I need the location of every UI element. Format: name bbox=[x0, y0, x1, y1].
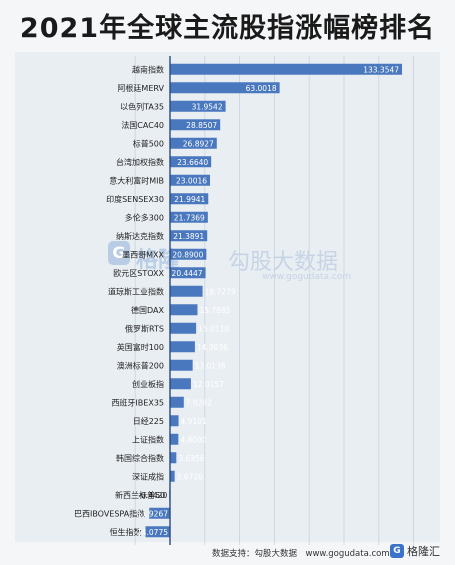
category-label: 创业板指 bbox=[132, 379, 164, 389]
category-label: 意大利富时MIB bbox=[109, 175, 164, 185]
value-label: -14.0775 bbox=[134, 528, 168, 537]
category-label: 日经225 bbox=[133, 416, 164, 426]
bar bbox=[170, 193, 209, 205]
value-label: 20.8900 bbox=[172, 250, 203, 259]
category-label: 印度SENSEX30 bbox=[106, 194, 164, 204]
category-label: 法国CAC40 bbox=[121, 120, 164, 130]
value-label: 23.0016 bbox=[176, 176, 207, 185]
category-label: 纳斯达克指数 bbox=[116, 231, 164, 241]
page-title: 2021年全球主流股指涨幅榜排名 bbox=[19, 13, 436, 44]
bar bbox=[170, 396, 184, 408]
value-label: 18.7279 bbox=[205, 287, 236, 296]
category-label: 韩国综合指数 bbox=[116, 453, 164, 463]
value-label: 15.7885 bbox=[199, 306, 230, 315]
category-label: 俄罗斯RTS bbox=[125, 323, 164, 333]
value-label: 31.9542 bbox=[192, 102, 223, 111]
value-label: 3.6356 bbox=[178, 454, 204, 463]
footer-brand-label: 格隆汇 bbox=[407, 545, 440, 558]
bar bbox=[170, 82, 280, 94]
value-label: 4.8000 bbox=[180, 435, 206, 444]
category-label: 新西兰标普50 bbox=[115, 490, 165, 500]
bar bbox=[170, 119, 221, 131]
value-label: 63.0018 bbox=[246, 84, 277, 93]
value-label: 28.8507 bbox=[186, 121, 217, 130]
category-label: 多伦多300 bbox=[125, 212, 164, 222]
category-label: 以色列TA35 bbox=[120, 101, 164, 111]
bar bbox=[170, 433, 179, 445]
value-label: -0.4420 bbox=[138, 491, 167, 500]
bar bbox=[170, 137, 217, 149]
bar bbox=[170, 230, 208, 242]
value-label: 12.0157 bbox=[193, 380, 224, 389]
brand-logo-icon: G bbox=[390, 544, 404, 558]
bar bbox=[170, 341, 195, 353]
value-label: 20.4447 bbox=[172, 269, 203, 278]
category-label: 欧元区STOXX bbox=[113, 268, 164, 278]
value-label: 14.3036 bbox=[197, 343, 228, 352]
bar bbox=[170, 211, 208, 223]
category-label: 巴西IBOVESPA指数 bbox=[74, 508, 145, 518]
category-label: 道琼斯工业指数 bbox=[108, 286, 164, 296]
category-label: 英国富时100 bbox=[117, 342, 164, 352]
value-labels: 133.3547 63.0018 31.9542 28.8507 26.8927 23.6… bbox=[134, 65, 399, 537]
bar bbox=[170, 415, 179, 427]
value-label: 21.9941 bbox=[174, 195, 205, 204]
bar bbox=[170, 248, 207, 260]
category-label: 德国DAX bbox=[131, 305, 164, 315]
bar bbox=[170, 285, 203, 297]
watermark-url: www.gogudata.com bbox=[262, 272, 352, 282]
category-label: 台湾加权指数 bbox=[116, 157, 164, 167]
bar bbox=[170, 100, 226, 112]
value-label: 21.3891 bbox=[173, 232, 204, 241]
value-label: 2.6720 bbox=[177, 472, 203, 481]
category-label: 深证成指 bbox=[132, 471, 164, 481]
bar bbox=[170, 156, 212, 168]
bar bbox=[145, 526, 170, 538]
category-label: 越南指数 bbox=[132, 64, 164, 74]
category-label: 阿根廷MERV bbox=[117, 83, 164, 93]
category-label: 上证指数 bbox=[132, 434, 164, 444]
bar bbox=[170, 322, 197, 334]
chart-bars bbox=[145, 63, 403, 538]
bar bbox=[170, 267, 206, 279]
chart-panel bbox=[15, 52, 440, 542]
value-label: 133.3547 bbox=[363, 65, 399, 74]
category-label: 标普500 bbox=[133, 138, 164, 148]
value-label: -11.9267 bbox=[134, 509, 168, 518]
bar bbox=[170, 304, 198, 316]
bar bbox=[170, 378, 191, 390]
source-text: 数据支持：勾股大数据 www.gogudata.com bbox=[212, 549, 390, 559]
value-label: 4.9101 bbox=[181, 417, 207, 426]
bar bbox=[170, 359, 193, 371]
value-label: 13.0136 bbox=[195, 361, 226, 370]
bar bbox=[170, 63, 403, 75]
watermark-logo-icon: G bbox=[108, 241, 130, 265]
footer-brand: G 格隆汇 bbox=[390, 543, 440, 559]
value-label: 15.0110 bbox=[198, 324, 229, 333]
bar bbox=[170, 452, 177, 464]
value-label: 26.8927 bbox=[183, 139, 214, 148]
value-label: 23.6640 bbox=[177, 158, 208, 167]
category-label: 澳洲标普200 bbox=[117, 360, 164, 370]
bar bbox=[170, 174, 211, 186]
value-label: 7.9282 bbox=[186, 398, 212, 407]
category-label: 恒生指数 bbox=[110, 527, 142, 537]
value-label: 21.7369 bbox=[174, 213, 205, 222]
watermark-text: 勾股大数据 bbox=[228, 250, 339, 275]
category-label: 墨西哥MXX bbox=[122, 250, 164, 259]
bar bbox=[149, 507, 170, 519]
category-label: 西班牙IBEX35 bbox=[111, 397, 164, 407]
bar bbox=[170, 470, 175, 482]
